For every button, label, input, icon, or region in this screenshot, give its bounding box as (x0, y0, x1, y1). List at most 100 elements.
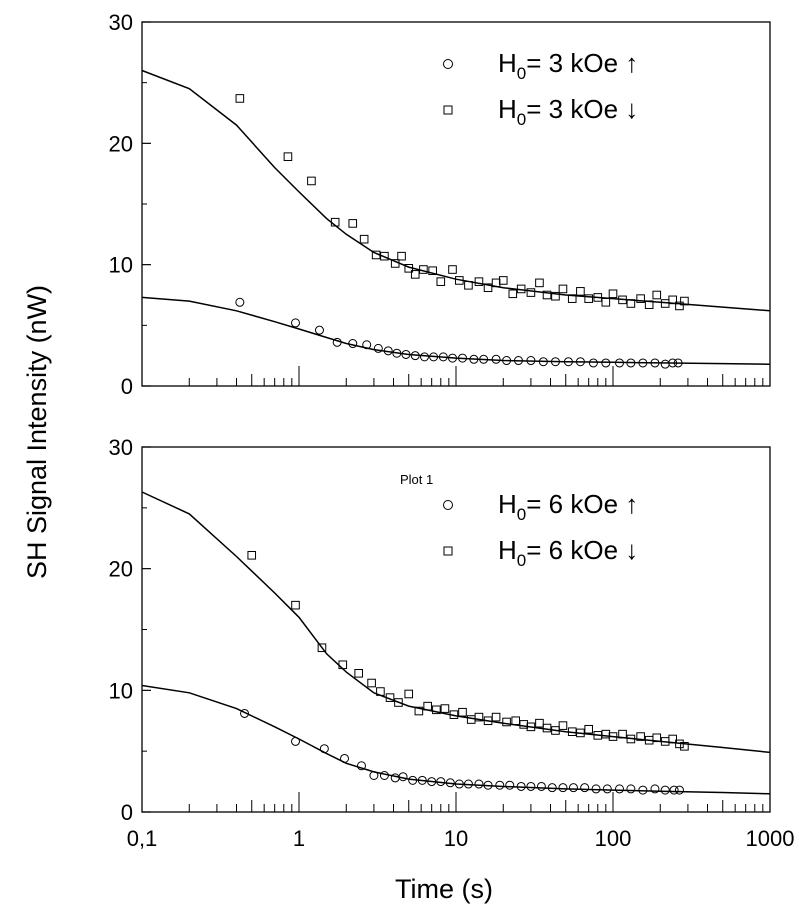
legend-label: H0= 3 kOe ↑ (498, 48, 638, 83)
y-tick-label: 10 (109, 253, 133, 278)
data-point-circle (615, 785, 623, 793)
y-tick-label: 0 (121, 374, 133, 399)
legend-marker-circle (444, 60, 453, 69)
fit-curve (142, 71, 770, 311)
y-tick-label: 0 (121, 800, 133, 825)
data-point-circle (292, 737, 300, 745)
data-point-square (398, 252, 406, 260)
legend-marker-square (444, 106, 452, 114)
data-point-square (492, 713, 500, 721)
data-point-square (459, 708, 467, 716)
data-point-circle (661, 360, 669, 368)
y-tick-label: 30 (109, 435, 133, 460)
y-tick-label: 20 (109, 557, 133, 582)
legend-marker-circle (444, 501, 453, 510)
data-point-circle (537, 782, 545, 790)
x-tick-label: 0,1 (127, 826, 158, 851)
data-point-square (559, 285, 567, 293)
data-point-circle (603, 785, 611, 793)
series-square (142, 71, 770, 311)
data-point-square (292, 601, 300, 609)
data-point-circle (559, 784, 567, 792)
data-point-circle (475, 780, 483, 788)
data-point-square (368, 679, 376, 687)
data-point-circle (420, 353, 428, 361)
y-axis-label: SH Signal Intensity (nW) (22, 285, 52, 579)
plot-frame (142, 447, 770, 812)
data-point-square (236, 95, 244, 103)
fit-curve (142, 492, 770, 752)
data-point-square (512, 717, 520, 725)
data-point-square (437, 278, 445, 286)
legend-subscript: 0 (517, 64, 526, 83)
x-tick-label: 1000 (746, 826, 795, 851)
data-point-square (585, 725, 593, 733)
data-point-square (467, 716, 475, 724)
data-point-circle (380, 772, 388, 780)
data-point-circle (391, 774, 399, 782)
legend-prefix: H (498, 489, 517, 519)
series-square (142, 492, 770, 752)
data-point-circle (315, 326, 323, 334)
y-tick-label: 30 (109, 10, 133, 35)
x-axis-label: Time (s) (395, 874, 493, 904)
data-point-square (308, 177, 316, 185)
legend-subscript: 0 (517, 551, 526, 570)
data-point-circle (320, 745, 328, 753)
legend-entry: H0= 6 kOe ↓ (444, 535, 638, 570)
data-point-square (360, 235, 368, 243)
data-point-square (349, 220, 357, 228)
legend-prefix: H (498, 94, 517, 124)
data-point-square (559, 722, 567, 730)
data-point-circle (661, 786, 669, 794)
data-point-square (284, 153, 292, 161)
data-point-circle (675, 786, 683, 794)
data-point-square (609, 290, 617, 298)
legend-prefix: H (498, 48, 517, 78)
data-point-square (405, 690, 413, 698)
data-point-circle (527, 782, 535, 790)
y-tick-label: 10 (109, 678, 133, 703)
legend-suffix: = 6 kOe ↑ (526, 489, 638, 519)
legend-marker-square (444, 547, 452, 555)
data-point-circle (341, 754, 349, 762)
data-point-square (449, 266, 457, 274)
data-point-square (509, 290, 517, 298)
legend-entry: H0= 3 kOe ↓ (444, 94, 638, 129)
data-point-square (355, 670, 363, 678)
data-point-circle (349, 340, 357, 348)
data-point-circle (496, 781, 504, 789)
legend-subscript: 0 (517, 110, 526, 129)
data-point-square (653, 291, 661, 299)
data-point-circle (506, 781, 514, 789)
legend-prefix: H (498, 535, 517, 565)
data-point-square (536, 279, 544, 287)
data-point-circle (581, 784, 589, 792)
legend-suffix: = 6 kOe ↓ (526, 535, 638, 565)
plot-frame (142, 22, 770, 386)
data-point-square (248, 551, 256, 559)
data-point-square (536, 719, 544, 727)
plot-label: Plot 1 (400, 472, 433, 487)
data-point-circle (370, 772, 378, 780)
legend-suffix: = 3 kOe ↓ (526, 94, 638, 124)
data-point-circle (627, 785, 635, 793)
x-tick-label: 100 (595, 826, 632, 851)
legend-subscript: 0 (517, 505, 526, 524)
data-point-circle (569, 784, 577, 792)
data-point-square (441, 705, 449, 713)
x-tick-label: 1 (293, 826, 305, 851)
data-point-square (499, 277, 507, 285)
legend-entry: H0= 6 kOe ↑ (444, 489, 639, 524)
legend-suffix: = 3 kOe ↑ (526, 48, 638, 78)
legend-label: H0= 6 kOe ↓ (498, 535, 638, 570)
data-point-square (602, 298, 610, 306)
legend-label: H0= 3 kOe ↓ (498, 94, 638, 129)
legend-entry: H0= 3 kOe ↑ (444, 48, 639, 83)
data-point-square (339, 661, 347, 669)
y-tick-label: 20 (109, 131, 133, 156)
data-point-circle (292, 319, 300, 327)
